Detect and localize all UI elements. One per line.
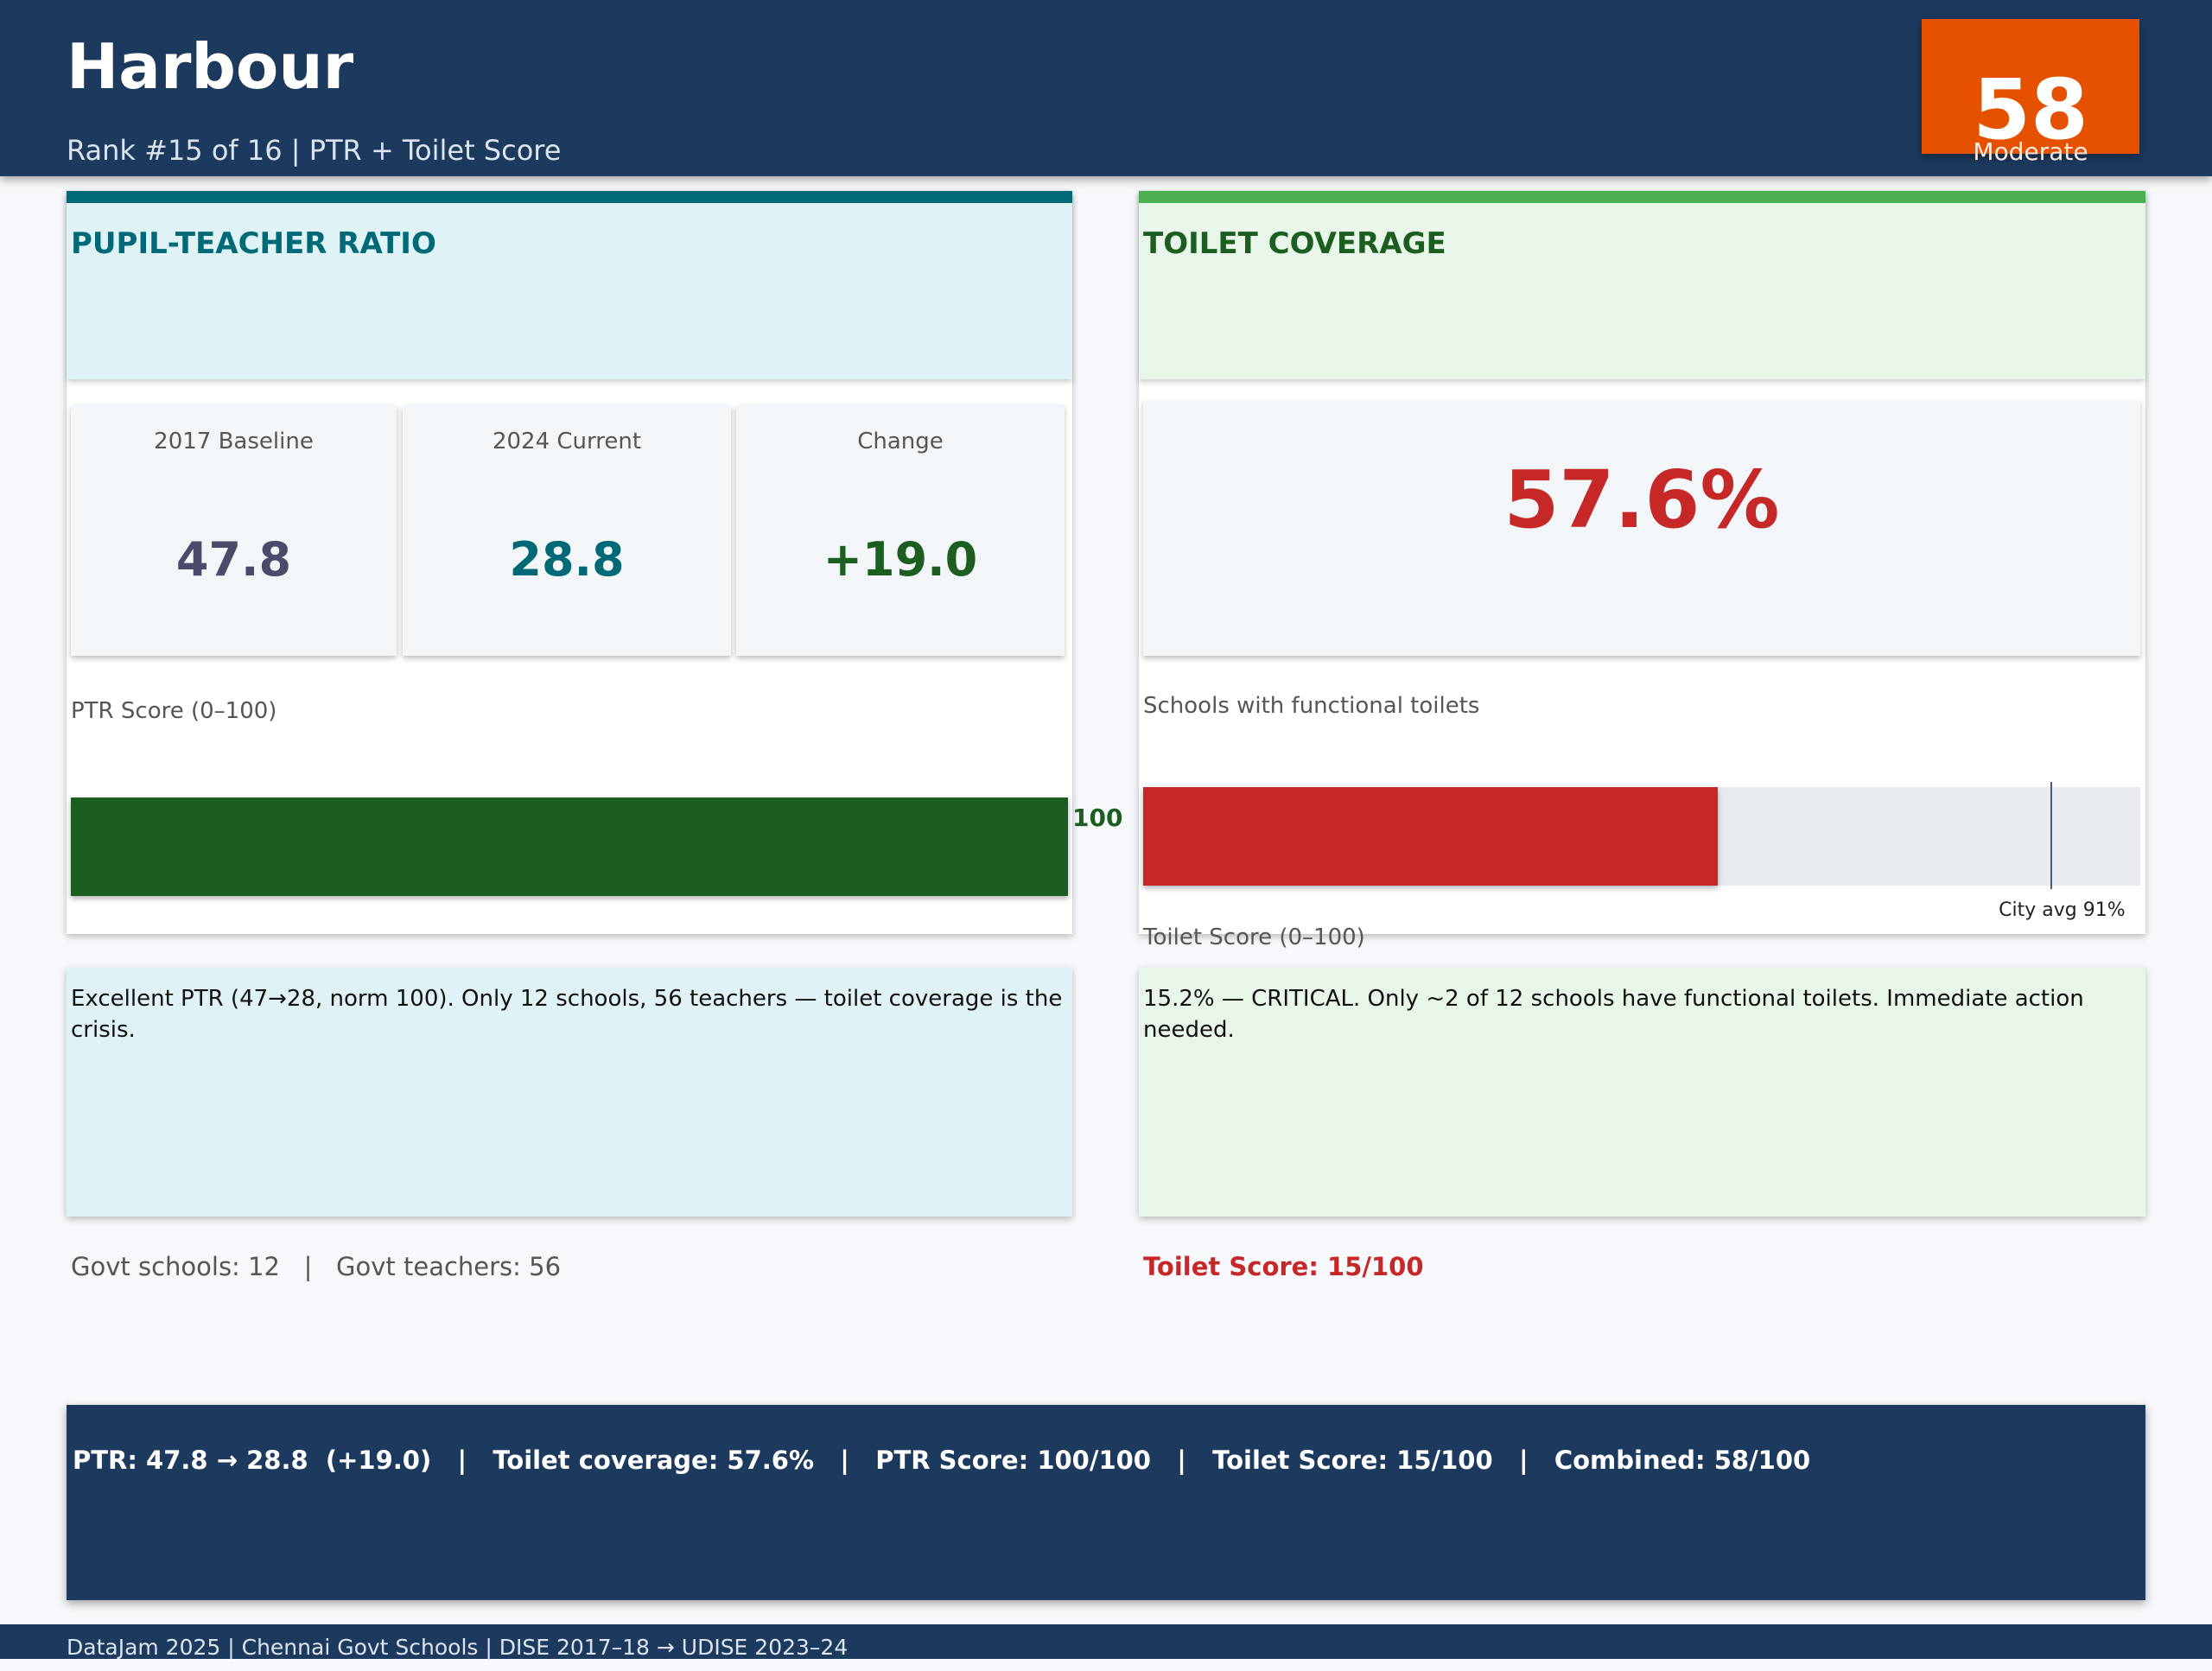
ptr-panel-title: PUPIL-TEACHER RATIO — [71, 226, 436, 261]
ptr-baseline-card: 2017 Baseline 47.8 — [71, 405, 397, 656]
ptr-baseline-label: 2017 Baseline — [154, 429, 314, 454]
toilet-panel-title: TOILET COVERAGE — [1143, 226, 1446, 261]
ptr-insight-note: Excellent PTR (47→28, norm 100). Only 12… — [67, 968, 1072, 1217]
city-average-marker — [2050, 782, 2053, 889]
ptr-panel: PUPIL-TEACHER RATIO 2017 Baseline 47.8 2… — [67, 191, 1122, 934]
ptr-score-track — [71, 797, 1068, 896]
combined-score-label: Moderate — [1973, 137, 2088, 166]
page-subtitle: Rank #15 of 16 | PTR + Toilet Score — [67, 134, 562, 167]
ptr-current-card: 2024 Current 28.8 — [403, 405, 731, 656]
ptr-baseline-value: 47.8 — [175, 532, 292, 587]
ptr-footnote: Govt schools: 12 | Govt teachers: 56 — [71, 1252, 562, 1281]
combined-score-badge: 58 Moderate — [1922, 19, 2139, 166]
toilet-score-footnote: Toilet Score: 15/100 — [1143, 1252, 1424, 1281]
ptr-panel-header: PUPIL-TEACHER RATIO — [67, 191, 1072, 379]
ptr-accent-bar — [67, 191, 1072, 203]
ptr-score-value: 100 — [1072, 804, 1123, 832]
ptr-insight-text: Excellent PTR (47→28, norm 100). Only 12… — [71, 986, 1063, 1043]
toilet-insight-text: 15.2% — CRITICAL. Only ~2 of 12 schools … — [1143, 986, 2084, 1043]
header-banner: Harbour Rank #15 of 16 | PTR + Toilet Sc… — [0, 0, 2212, 176]
toilet-panel-header: TOILET COVERAGE — [1139, 191, 2145, 379]
toilet-insight-note: 15.2% — CRITICAL. Only ~2 of 12 schools … — [1139, 968, 2145, 1217]
toilet-coverage-fill — [1143, 787, 1718, 886]
toilet-coverage-track — [1143, 782, 2140, 889]
summary-bar: PTR: 47.8 → 28.8 (+19.0) | Toilet covera… — [67, 1405, 2145, 1600]
footer-text: DataJam 2025 | Chennai Govt Schools | DI… — [67, 1635, 849, 1660]
combined-score-value: 58 — [1973, 61, 2088, 158]
toilet-coverage-card: 57.6% — [1143, 401, 2140, 656]
toilet-score-label: Toilet Score (0–100) — [1143, 924, 1365, 950]
ptr-change-label: Change — [857, 429, 944, 454]
city-average-label: City avg 91% — [1999, 899, 2126, 921]
ptr-change-card: Change +19.0 — [736, 405, 1065, 656]
toilet-accent-bar — [1139, 191, 2145, 203]
ptr-change-value: +19.0 — [823, 532, 978, 587]
toilet-coverage-value: 57.6% — [1503, 454, 1780, 546]
ptr-score-fill — [71, 797, 1068, 896]
ptr-score-label: PTR Score (0–100) — [71, 698, 277, 724]
toilet-bar-label: Schools with functional toilets — [1143, 693, 1480, 719]
toilet-panel: TOILET COVERAGE 57.6% Schools with funct… — [1139, 191, 2145, 950]
ptr-current-value: 28.8 — [509, 532, 625, 587]
ptr-current-label: 2024 Current — [492, 429, 642, 454]
page-title: Harbour — [67, 30, 354, 103]
footer: DataJam 2025 | Chennai Govt Schools | DI… — [0, 1624, 2212, 1660]
summary-text: PTR: 47.8 → 28.8 (+19.0) | Toilet covera… — [73, 1445, 1811, 1475]
